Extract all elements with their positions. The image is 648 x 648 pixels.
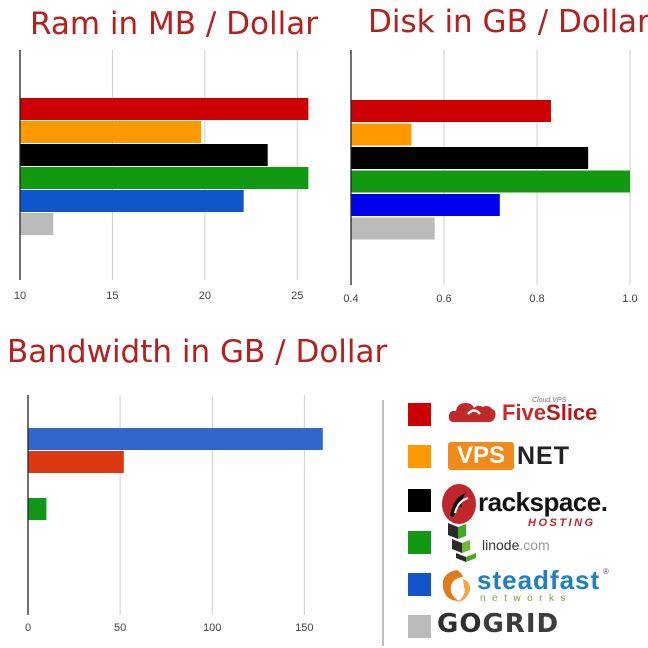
- steadfast-networks-text: networks: [480, 593, 573, 604]
- bw-tick-label: 50: [114, 622, 126, 634]
- steadfast-registered-mark: ®: [603, 567, 609, 576]
- bw-tick-label: 0: [25, 622, 31, 634]
- disk-tick-label: 0.6: [436, 293, 451, 305]
- steadfast-swirl-icon: [442, 570, 471, 602]
- legend-swatch-rackspace: [408, 489, 431, 512]
- fiveslice-logo: FiveSlice: [502, 400, 597, 426]
- disk-bar-rackspace: [351, 147, 589, 169]
- legend-swatch-fiveslice: [408, 403, 431, 426]
- linode-logo-text: linode.com: [482, 537, 550, 553]
- legend-swatch-linode: [408, 531, 431, 554]
- ram-tick-label: 25: [291, 290, 303, 302]
- fiveslice-logo-part2: Slice: [546, 400, 598, 425]
- bw-tick-label: 150: [295, 622, 313, 634]
- ram-bar-vpsnet: [20, 121, 202, 143]
- bw-bar-fiveslice: [28, 451, 124, 473]
- gogrid-logo: GOGRID: [437, 609, 559, 639]
- linode-logo-domain: .com: [519, 537, 550, 553]
- legend-divider: [382, 400, 384, 646]
- ram-chart-title: Ram in MB / Dollar: [30, 6, 318, 42]
- bw-tick-label: 100: [203, 622, 221, 634]
- ram-bar-fiveslice: [20, 98, 309, 120]
- disk-bar-vpsnet: [351, 123, 412, 146]
- fiveslice-cloud-icon: [448, 403, 496, 422]
- linode-logo-name: linode: [482, 537, 520, 553]
- rackspace-emblem-icon: [442, 484, 476, 524]
- legend-swatch-gogrid: [408, 615, 431, 638]
- ram-bar-rackspace: [20, 144, 268, 166]
- gogrid-logo-part1: GO: [437, 609, 483, 639]
- bw-bar-linode: [28, 498, 47, 520]
- disk-bar-steadfast: [351, 194, 500, 216]
- ram-tick-label: 15: [106, 290, 118, 302]
- fiveslice-tagline: Cloud VPS: [532, 397, 567, 404]
- disk-bar-linode: [351, 170, 630, 193]
- ram-bar-linode: [20, 167, 309, 189]
- disk-chart-title: Disk in GB / Dollar: [368, 4, 648, 40]
- bandwidth-chart-title: Bandwidth in GB / Dollar: [7, 334, 388, 370]
- vpsnet-logo-box: VPS: [448, 442, 514, 470]
- disk-tick-label: 0.8: [529, 293, 544, 305]
- linode-cube-icon: [448, 523, 476, 562]
- rackspace-logo-text: rackspace.: [478, 487, 608, 517]
- disk-bar-fiveslice: [351, 100, 551, 122]
- ram-bar-gogrid: [20, 213, 54, 235]
- bw-bar-steadfast: [28, 428, 323, 450]
- fiveslice-logo-part1: Five: [502, 400, 547, 425]
- ram-bar-steadfast: [20, 190, 244, 212]
- steadfast-logo-text: steadfast: [477, 565, 601, 595]
- disk-bar-gogrid: [351, 217, 435, 240]
- ram-tick-label: 10: [14, 290, 26, 302]
- legend-swatch-steadfast: [408, 573, 431, 596]
- vpsnet-logo-text: NET: [517, 442, 570, 470]
- rackspace-hosting-text: HOSTING: [528, 517, 596, 529]
- gogrid-logo-part2: GRID: [482, 609, 560, 639]
- disk-tick-label: 0.4: [343, 293, 358, 305]
- ram-tick-label: 20: [199, 290, 211, 302]
- disk-tick-label: 1.0: [622, 293, 637, 305]
- legend-swatch-vpsnet: [408, 445, 431, 468]
